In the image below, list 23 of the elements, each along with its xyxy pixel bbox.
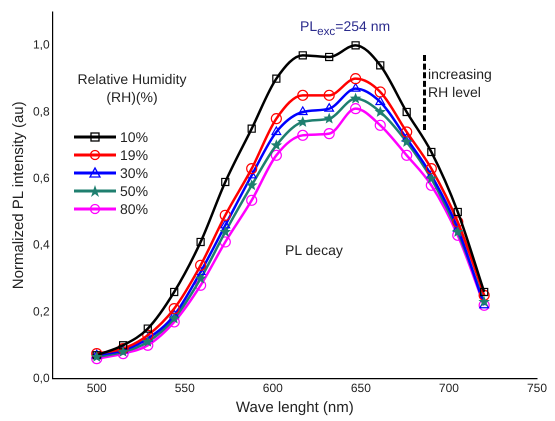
legend-label: 30%: [120, 165, 148, 182]
x-tick-label: 700: [438, 381, 460, 396]
y-tick-label: 0,0: [32, 370, 50, 385]
legend-title: Relative Humidity (RH)(%): [76, 70, 188, 106]
y-axis-title: Normalized PL intensity (au): [10, 101, 28, 290]
legend-label: 80%: [120, 201, 148, 218]
y-tick-label: 0,6: [32, 170, 50, 185]
x-axis-title: Wave lenght (nm): [236, 399, 354, 416]
x-tick-label: 550: [174, 381, 196, 396]
y-tick-label: 0,4: [32, 238, 50, 252]
x-tick-label: 600: [262, 381, 284, 396]
y-tick-label: 0,2: [32, 304, 50, 318]
x-tick-label: 500: [86, 381, 108, 396]
annotation: PL$_{exc}$=254 nm: [300, 18, 390, 40]
legend-label: 10%: [120, 129, 148, 146]
y-tick-label: 1,0: [32, 38, 50, 52]
x-tick-label: 650: [350, 381, 372, 396]
annotation: increasing RH level: [428, 66, 493, 101]
annotation: PL decay: [285, 242, 343, 260]
y-tick-label: 0,8: [32, 104, 50, 118]
legend-label: 19%: [120, 147, 148, 164]
x-tick-label: 750: [526, 381, 548, 396]
legend-label: 50%: [120, 183, 148, 200]
